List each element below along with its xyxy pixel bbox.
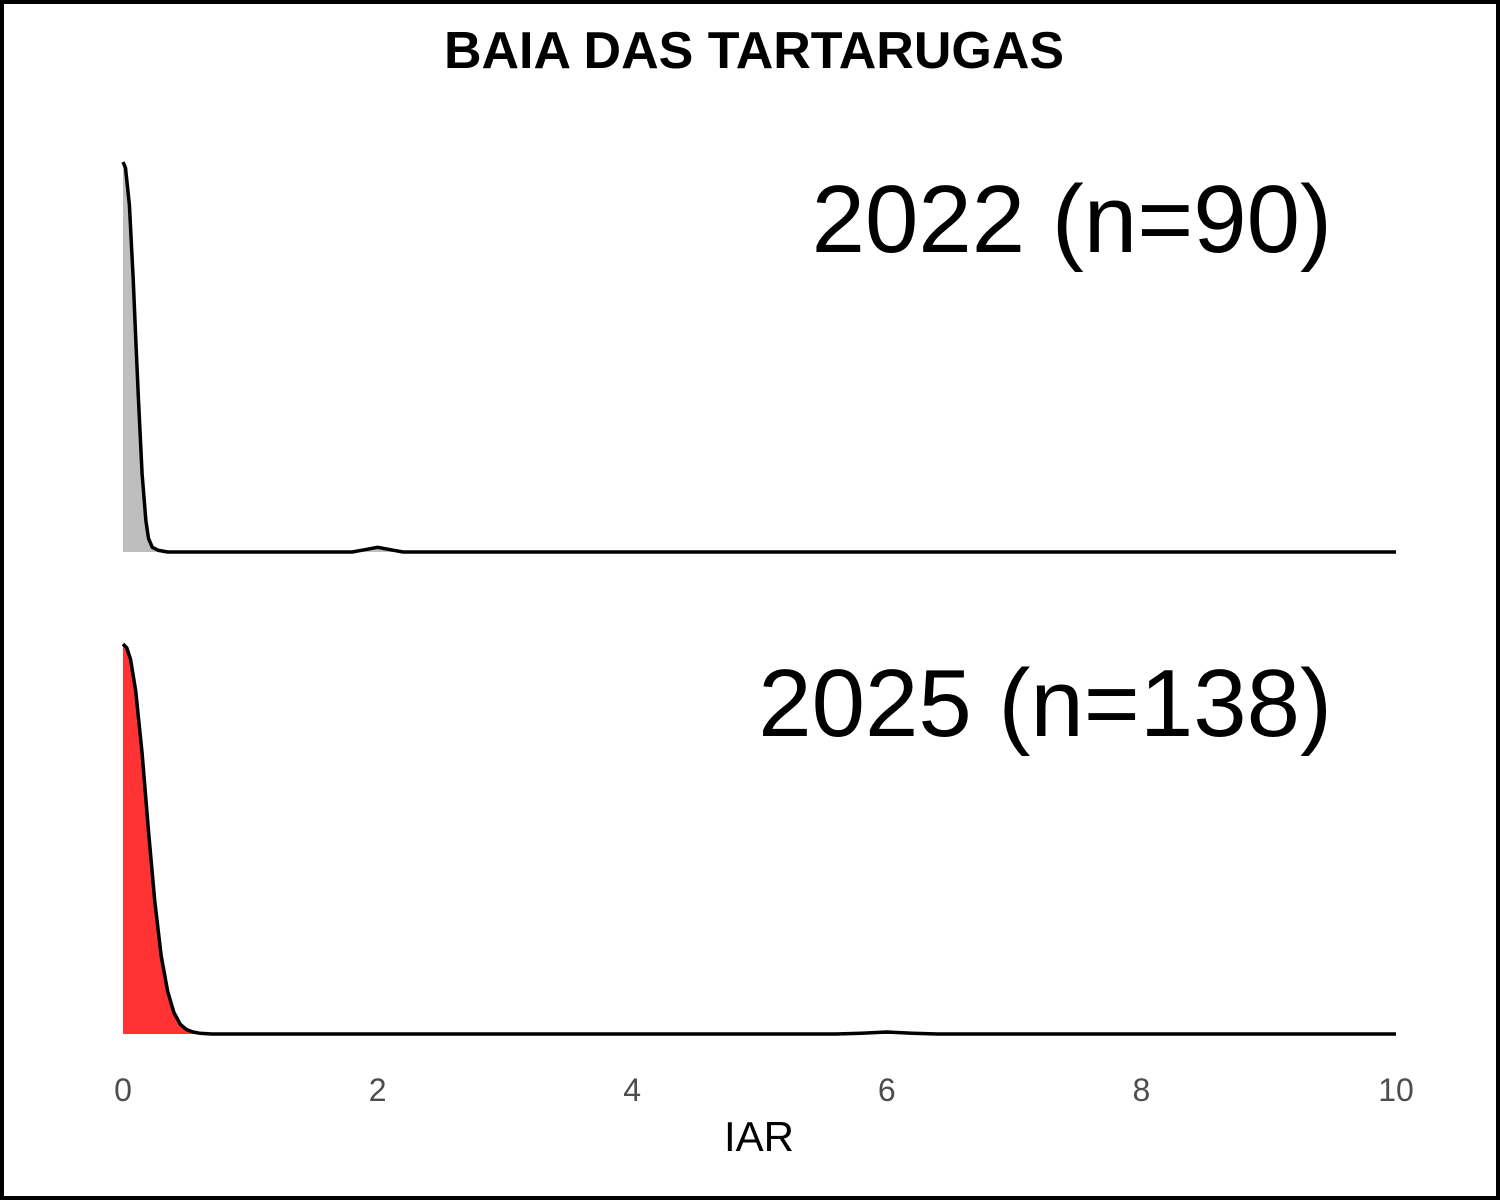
x-tick-label: 2: [369, 1072, 387, 1108]
chart-title: BAIA DAS TARTARUGAS: [444, 22, 1064, 80]
x-tick-label: 0: [114, 1072, 132, 1108]
x-tick-label: 8: [1133, 1072, 1151, 1108]
ridgeline-chart: BAIA DAS TARTARUGAS 2022 (n=90) 2025 (n=…: [114, 22, 1414, 1160]
ridge-label-2022: 2022 (n=90): [812, 166, 1332, 273]
density-line-0: [121, 161, 1396, 554]
x-axis-title: IAR: [724, 1113, 794, 1160]
ridges-group: [121, 161, 1396, 1036]
ridge-label-2025: 2025 (n=138): [758, 650, 1332, 757]
x-tick-label: 4: [623, 1072, 641, 1108]
x-axis-ticks: 0 2 4 6 8 10: [114, 1072, 1414, 1108]
density-line-1: [121, 642, 1396, 1036]
x-tick-label: 6: [878, 1072, 896, 1108]
x-tick-label: 10: [1378, 1072, 1414, 1108]
